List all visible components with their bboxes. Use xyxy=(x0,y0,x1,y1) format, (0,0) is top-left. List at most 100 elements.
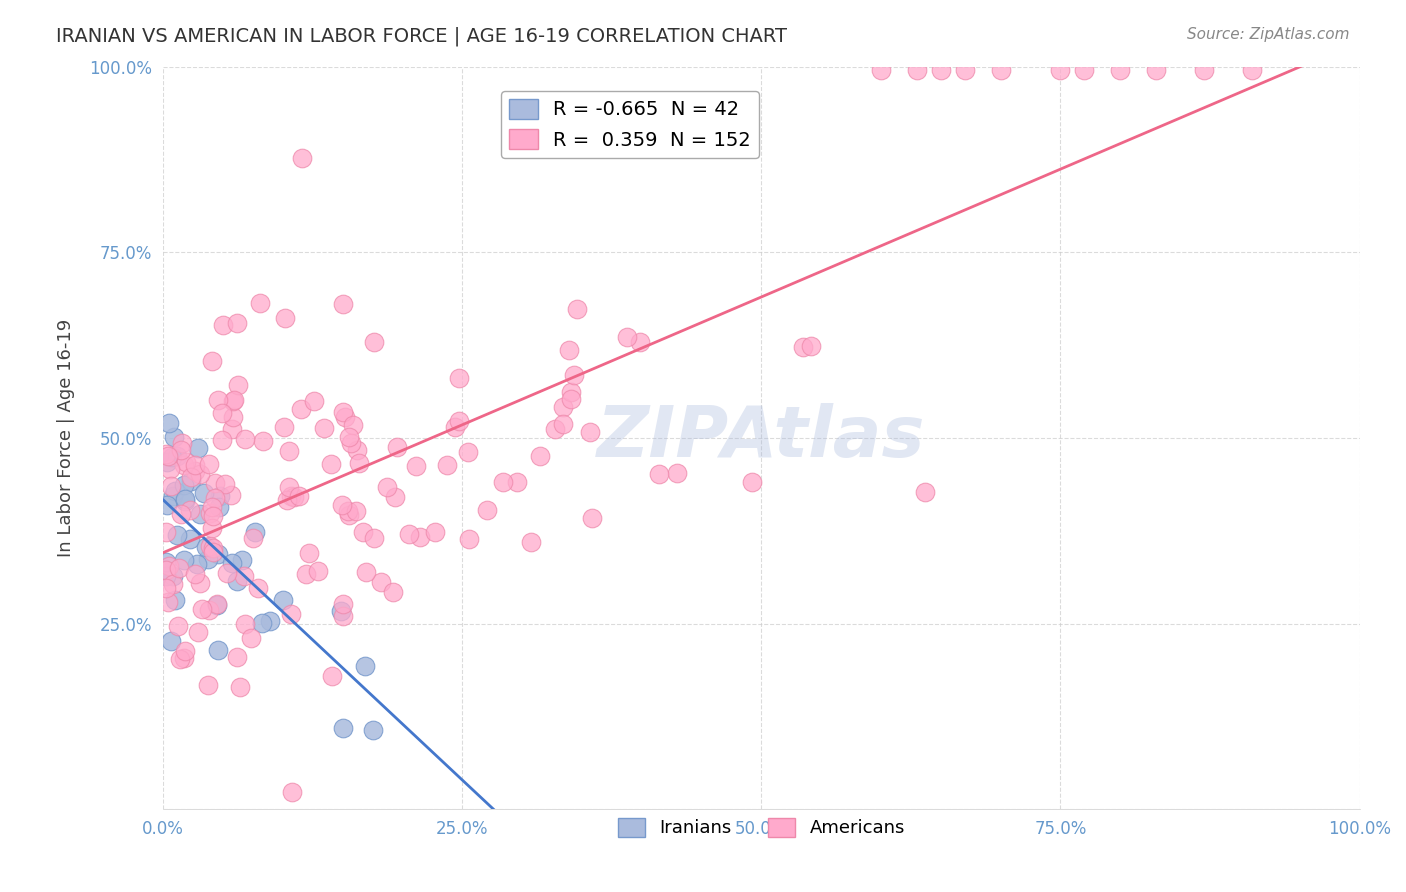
Point xyxy=(231,553,253,567)
Point xyxy=(332,722,354,736)
Point xyxy=(280,489,302,503)
Point xyxy=(741,475,763,490)
Point xyxy=(170,443,193,458)
Point xyxy=(157,416,180,430)
Point xyxy=(458,532,481,546)
Point xyxy=(405,459,427,474)
Point xyxy=(173,477,195,491)
Point xyxy=(166,619,188,633)
Point xyxy=(201,353,224,368)
Point xyxy=(197,678,219,692)
Point xyxy=(180,469,202,483)
Point xyxy=(346,442,368,457)
Point xyxy=(229,680,252,694)
Point xyxy=(226,377,249,392)
Point xyxy=(243,525,266,540)
Point xyxy=(347,456,370,470)
Point xyxy=(332,405,354,419)
Point xyxy=(1109,63,1132,78)
Point xyxy=(560,384,582,399)
Point xyxy=(184,566,207,581)
Point xyxy=(287,489,309,503)
Point xyxy=(165,483,187,498)
Point xyxy=(173,493,195,508)
Point xyxy=(356,565,378,579)
Point xyxy=(198,540,221,554)
Point xyxy=(160,633,183,648)
Point xyxy=(332,297,354,311)
Point xyxy=(297,546,319,560)
Point xyxy=(277,443,299,458)
Point xyxy=(174,454,197,468)
Point xyxy=(201,500,224,515)
Point xyxy=(363,531,385,545)
Point xyxy=(337,430,360,444)
Point xyxy=(520,535,543,549)
Point xyxy=(233,568,256,582)
Point xyxy=(870,63,893,78)
Point xyxy=(436,458,458,473)
Point xyxy=(384,490,406,504)
Point xyxy=(156,449,179,463)
Point xyxy=(352,524,374,539)
Text: IRANIAN VS AMERICAN IN LABOR FORCE | AGE 16-19 CORRELATION CHART: IRANIAN VS AMERICAN IN LABOR FORCE | AGE… xyxy=(56,27,787,46)
Point xyxy=(336,504,359,518)
Point xyxy=(155,569,177,583)
Point xyxy=(246,581,269,595)
Point xyxy=(579,425,602,439)
Point xyxy=(342,418,364,433)
Point xyxy=(250,615,273,630)
Point xyxy=(208,489,231,503)
Point xyxy=(202,508,225,523)
Point xyxy=(475,503,498,517)
Point xyxy=(173,651,195,665)
Point xyxy=(239,631,262,645)
Point xyxy=(332,597,354,611)
Point xyxy=(208,500,231,515)
Point xyxy=(170,507,193,521)
Point xyxy=(214,476,236,491)
Point xyxy=(929,63,952,78)
Point xyxy=(363,335,385,350)
Point xyxy=(291,151,314,165)
Point xyxy=(565,301,588,316)
Point xyxy=(423,524,446,539)
Point xyxy=(222,409,245,424)
Point xyxy=(207,393,229,408)
Point xyxy=(156,498,179,512)
Point xyxy=(409,530,432,544)
Point xyxy=(953,63,976,78)
Point xyxy=(187,624,209,639)
Point xyxy=(187,442,209,456)
Point xyxy=(163,430,186,444)
Point xyxy=(235,617,257,632)
Point xyxy=(174,491,197,506)
Point xyxy=(155,524,177,539)
Point xyxy=(183,464,205,478)
Point xyxy=(195,540,218,554)
Point xyxy=(558,343,581,358)
Point xyxy=(562,368,585,382)
Point xyxy=(172,436,194,450)
Point xyxy=(665,467,688,481)
Point xyxy=(370,575,392,590)
Point xyxy=(330,498,353,512)
Point xyxy=(444,419,467,434)
Point xyxy=(332,609,354,624)
Point xyxy=(207,548,229,562)
Point xyxy=(259,614,281,628)
Point xyxy=(186,557,208,571)
Point xyxy=(166,449,188,463)
Point xyxy=(447,414,470,428)
Point xyxy=(180,474,202,488)
Point xyxy=(1144,63,1167,78)
Point xyxy=(167,561,190,575)
Point xyxy=(560,392,582,406)
Point xyxy=(183,458,205,472)
Point xyxy=(252,434,274,448)
Point xyxy=(375,480,398,494)
Point xyxy=(340,436,363,450)
Point xyxy=(277,480,299,494)
Point xyxy=(221,557,243,571)
Point xyxy=(165,593,187,607)
